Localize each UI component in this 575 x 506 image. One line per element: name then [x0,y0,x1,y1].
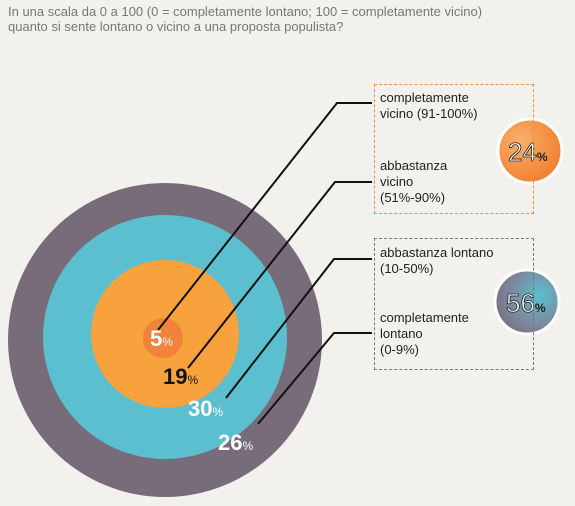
group-value-lontano: 56% [506,288,546,318]
group-badge-vicino [496,117,564,185]
label-cl-line-3: (0-9%) [380,342,420,357]
ring-completamente-vicino [143,318,183,358]
group-box-vicino [374,84,534,214]
group-badge-lontano [493,268,561,336]
label-completamente-vicino: completamente vicino (91-100%) [380,90,478,122]
group-box-lontano [374,238,534,370]
question-line-2: quanto si sente lontano o vicino a una p… [8,19,344,34]
label-cl-line-2: lontano [380,326,423,341]
leader-line-19 [187,181,372,369]
label-cv-line-2: vicino (91-100%) [380,106,478,121]
label-completamente-lontano: completamente lontano (0-9%) [380,310,469,358]
label-al-line-1: abbastanza lontano [380,245,494,260]
label-abbastanza-vicino: abbastanza vicino (51%-90%) [380,158,447,206]
label-abbastanza-lontano: abbastanza lontano (10-50%) [380,245,493,277]
label-cv-line-1: completamente [380,90,469,105]
label-cl-line-1: completamente [380,310,469,325]
leader-line-30 [225,258,372,399]
label-av-line-3: (51%-90%) [380,190,446,205]
label-al-line-2: (10-50%) [380,261,434,276]
question-text: In una scala da 0 a 100 (0 = completamen… [8,4,568,34]
label-av-line-2: vicino [380,174,414,189]
question-line-1: In una scala da 0 a 100 (0 = completamen… [8,4,483,19]
leader-line-5 [157,102,372,331]
label-av-line-1: abbastanza [380,158,448,173]
leader-line-26 [257,332,372,425]
